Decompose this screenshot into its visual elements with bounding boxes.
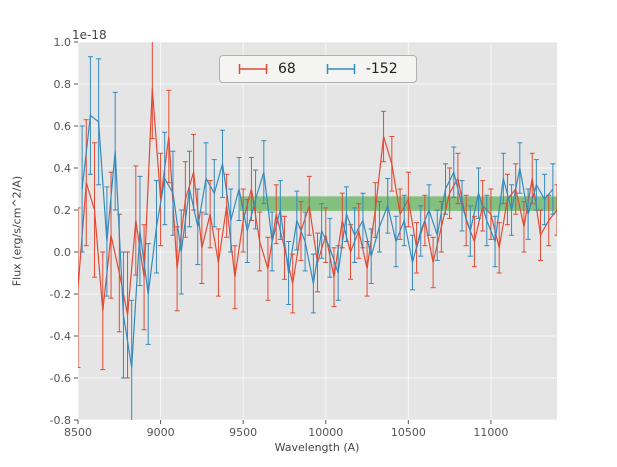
y-axis-offset-label: 1e-18 bbox=[72, 28, 107, 42]
x-tick-label: 9500 bbox=[229, 426, 257, 439]
legend-entry-152: -152 bbox=[326, 61, 398, 77]
y-tick-label: -0.4 bbox=[50, 330, 71, 343]
series-line--152 bbox=[81, 114, 554, 368]
y-tick-label: 0.4 bbox=[54, 162, 72, 175]
x-tick-label: 11000 bbox=[473, 426, 508, 439]
x-tick-label: 9000 bbox=[147, 426, 175, 439]
legend-label: 68 bbox=[278, 61, 296, 77]
y-tick-label: -0.2 bbox=[50, 288, 71, 301]
legend[interactable]: 68 -152 bbox=[219, 55, 417, 83]
y-tick-label: 1.0 bbox=[54, 36, 72, 49]
y-tick-label: -0.8 bbox=[50, 414, 71, 427]
y-tick-label: 0.8 bbox=[54, 78, 72, 91]
errorbar-glyph-blue bbox=[326, 64, 356, 74]
x-tick-label: 10000 bbox=[308, 426, 343, 439]
x-tick-label: 8500 bbox=[64, 426, 92, 439]
data-layer bbox=[78, 42, 557, 420]
y-tick-label: 0.0 bbox=[54, 246, 72, 259]
y-tick-label: 0.6 bbox=[54, 120, 72, 133]
y-tick-label: 0.2 bbox=[54, 204, 72, 217]
legend-label: -152 bbox=[365, 61, 398, 77]
x-axis-label: Wavelength (A) bbox=[274, 441, 360, 454]
errorbar-glyph-red bbox=[238, 64, 268, 74]
y-tick-label: -0.6 bbox=[50, 372, 71, 385]
legend-entry-68: 68 bbox=[238, 61, 296, 77]
x-tick-label: 10500 bbox=[391, 426, 426, 439]
y-axis-label: Flux (erg/s/cm^2/A) bbox=[10, 175, 24, 287]
series-line-68 bbox=[78, 88, 557, 316]
